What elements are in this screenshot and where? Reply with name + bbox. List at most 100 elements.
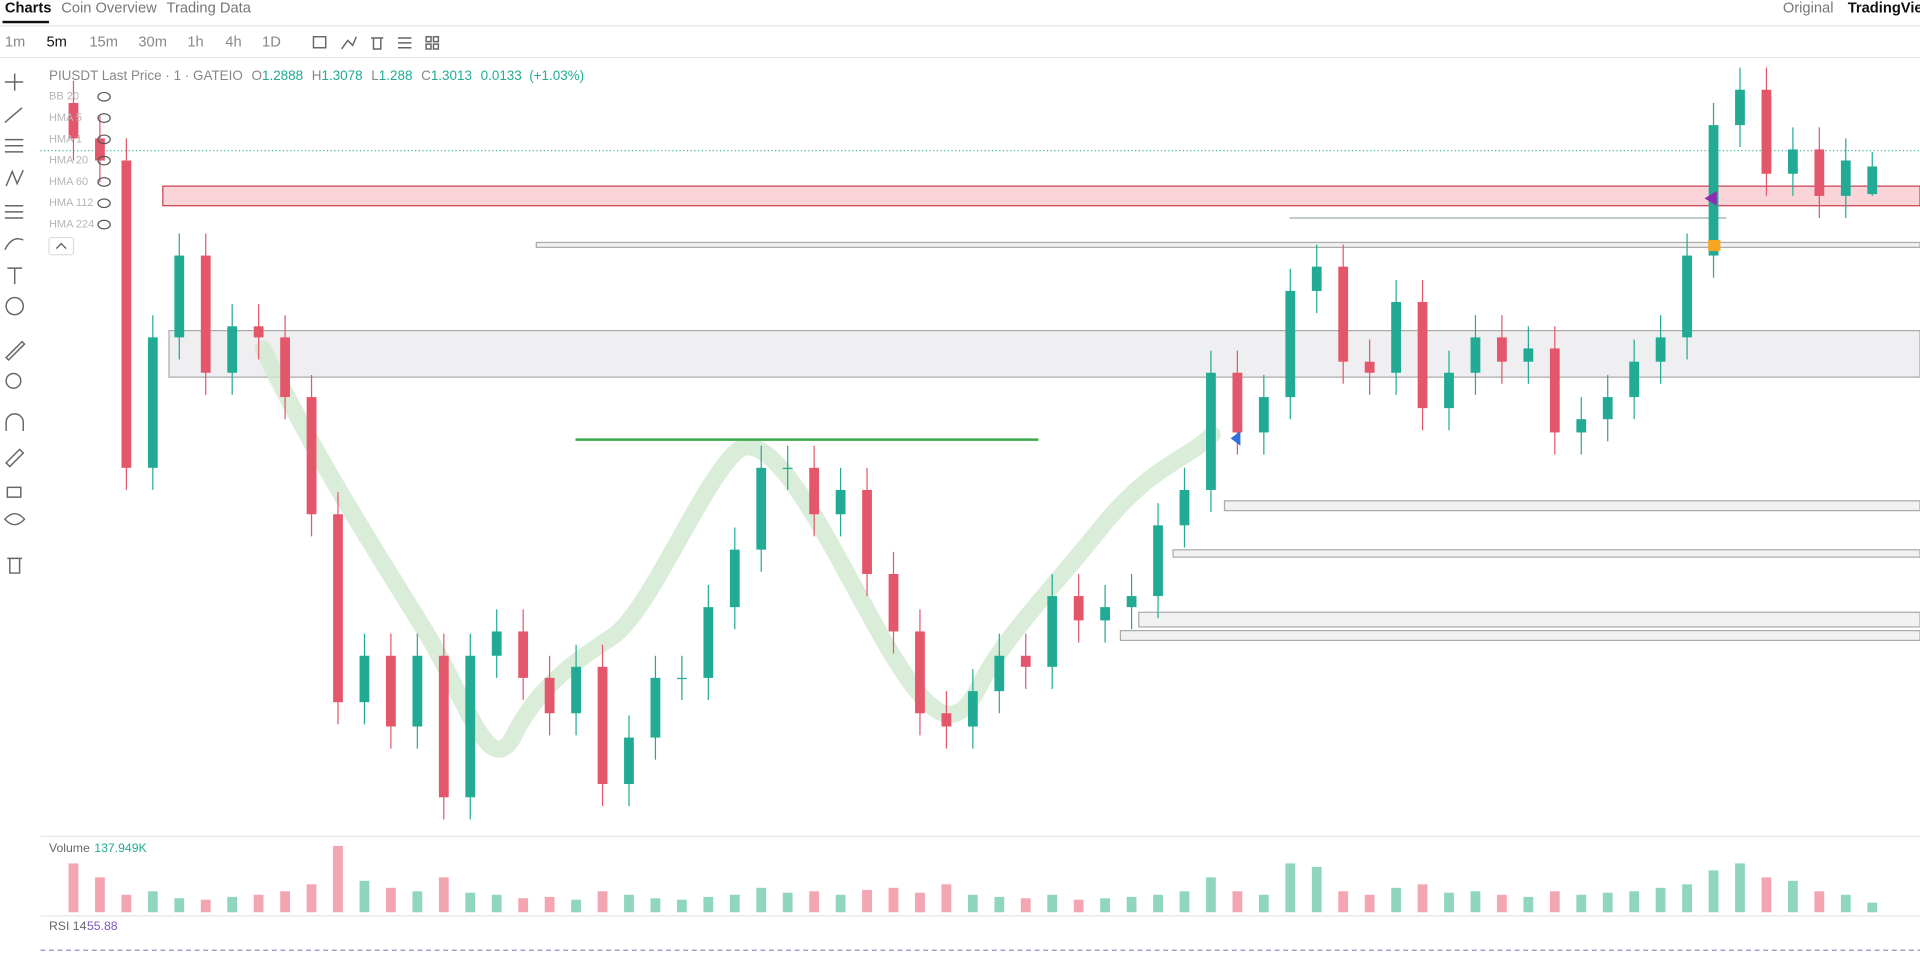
volume-bar [1523, 896, 1534, 913]
ruler-tool[interactable] [5, 340, 26, 362]
candle-body [1258, 397, 1269, 433]
visibility-toggle[interactable] [97, 219, 111, 230]
candle-body [1179, 489, 1190, 526]
volume-bar [1497, 894, 1507, 913]
interval-button[interactable]: 1D [262, 35, 281, 51]
candle-body [1840, 160, 1851, 196]
volume-bar [1126, 896, 1137, 913]
candle-body [412, 655, 423, 727]
volume-bar [68, 863, 79, 913]
candle-body [1444, 372, 1454, 409]
interval-button[interactable]: 5m [47, 35, 67, 51]
magnet-tool[interactable] [5, 413, 25, 432]
tab[interactable]: Charts [5, 0, 52, 16]
ohlc-value: 1.288 [379, 67, 413, 82]
indicator-name: BB 20 [49, 91, 79, 103]
candle-body [1285, 290, 1296, 398]
candle-body [253, 326, 264, 338]
volume-bar [438, 877, 449, 913]
interval-button[interactable]: 30m [138, 35, 167, 51]
interval-button[interactable]: 4h [225, 35, 241, 51]
candle-body [1232, 372, 1243, 433]
collapse-button[interactable] [48, 236, 75, 256]
visibility-toggle[interactable] [97, 198, 111, 209]
candle-body [306, 397, 317, 515]
change-percent: (+1.03%) [529, 67, 584, 82]
interval-button[interactable]: 1m [5, 35, 25, 51]
list-icon[interactable] [397, 37, 412, 49]
volume-bar [333, 845, 343, 913]
level-zone [1223, 500, 1920, 512]
candle-body [862, 489, 872, 574]
volume-bar [571, 899, 581, 913]
interval-button[interactable]: 15m [89, 35, 118, 51]
channel-tool[interactable] [4, 138, 24, 153]
volume-bar [1338, 891, 1349, 913]
candle-body [227, 326, 238, 373]
volume-title: Volume [49, 841, 90, 855]
visibility-toggle[interactable] [97, 155, 111, 166]
indicator-legend: BB 20 HMA 5 HMA 1 HMA 20 HMA 60 HMA 112 HMA 22… [49, 91, 111, 230]
indicator-name: HMA 20 [49, 155, 88, 167]
text-tool[interactable] [7, 267, 23, 285]
symbol-legend: PIUSDT Last Price · 1 · GATEIO O1.2888 H… [49, 67, 584, 82]
tab[interactable]: Trading Data [167, 0, 252, 16]
volume-bar [1470, 891, 1481, 913]
tab[interactable]: Original [1783, 0, 1834, 16]
volume-bar [624, 894, 634, 913]
crosshair-tool[interactable] [4, 73, 24, 91]
candle-body [888, 573, 899, 632]
volume-bar [597, 891, 608, 913]
visibility-toggle[interactable] [97, 91, 111, 102]
volume-bar [676, 899, 687, 913]
volume-bar [729, 894, 740, 913]
candle-body [1814, 149, 1825, 196]
candle-body [967, 691, 978, 727]
candle-body [1761, 89, 1772, 174]
tab[interactable]: Coin Overview [61, 0, 157, 16]
lock-drawing-tool[interactable] [5, 448, 25, 468]
visibility-toggle[interactable] [97, 113, 111, 123]
remove-tool[interactable] [7, 557, 23, 574]
volume-bar [1576, 894, 1587, 913]
volume-bar [465, 892, 476, 913]
volume-bar [491, 894, 502, 913]
visibility-toggle[interactable] [97, 134, 111, 145]
indicator-name: HMA 60 [49, 176, 88, 188]
volume-bar [280, 891, 290, 913]
candle-body [121, 160, 132, 468]
volume-bar [306, 884, 317, 913]
volume-bar [915, 892, 925, 913]
interval-button[interactable]: 1h [187, 35, 203, 51]
layout-icon[interactable] [425, 36, 440, 50]
fib-tool[interactable] [4, 204, 24, 219]
level-zone [535, 241, 1920, 248]
brush-tool[interactable] [4, 238, 24, 251]
visibility-tool[interactable] [3, 512, 26, 526]
volume-bar [147, 891, 158, 913]
candle-body [1497, 337, 1507, 362]
candle-body [1047, 596, 1058, 667]
volume-bar [1311, 866, 1322, 913]
pattern-tool[interactable] [5, 169, 24, 187]
volume-bar [1708, 870, 1719, 913]
line-tool[interactable] [4, 107, 23, 124]
lock-tool[interactable] [6, 486, 22, 498]
volume-bar [253, 894, 264, 913]
visibility-toggle[interactable] [97, 177, 111, 187]
candle-icon[interactable] [312, 36, 327, 49]
candle-body [1655, 337, 1666, 362]
candle-body [1206, 372, 1216, 490]
indicator-icon[interactable] [341, 36, 358, 50]
trash-icon[interactable] [371, 37, 384, 50]
drawing-toolbar [3, 73, 26, 574]
zoom-tool[interactable] [5, 372, 22, 389]
tab[interactable]: TradingView [1848, 0, 1920, 16]
candle-body [386, 655, 396, 727]
emoji-tool[interactable] [5, 296, 24, 316]
volume-bar [1444, 892, 1454, 913]
candle-body [1364, 361, 1375, 373]
support-zone [168, 330, 1920, 378]
resistance-zone [162, 185, 1920, 207]
signal-markers [1230, 191, 1721, 446]
